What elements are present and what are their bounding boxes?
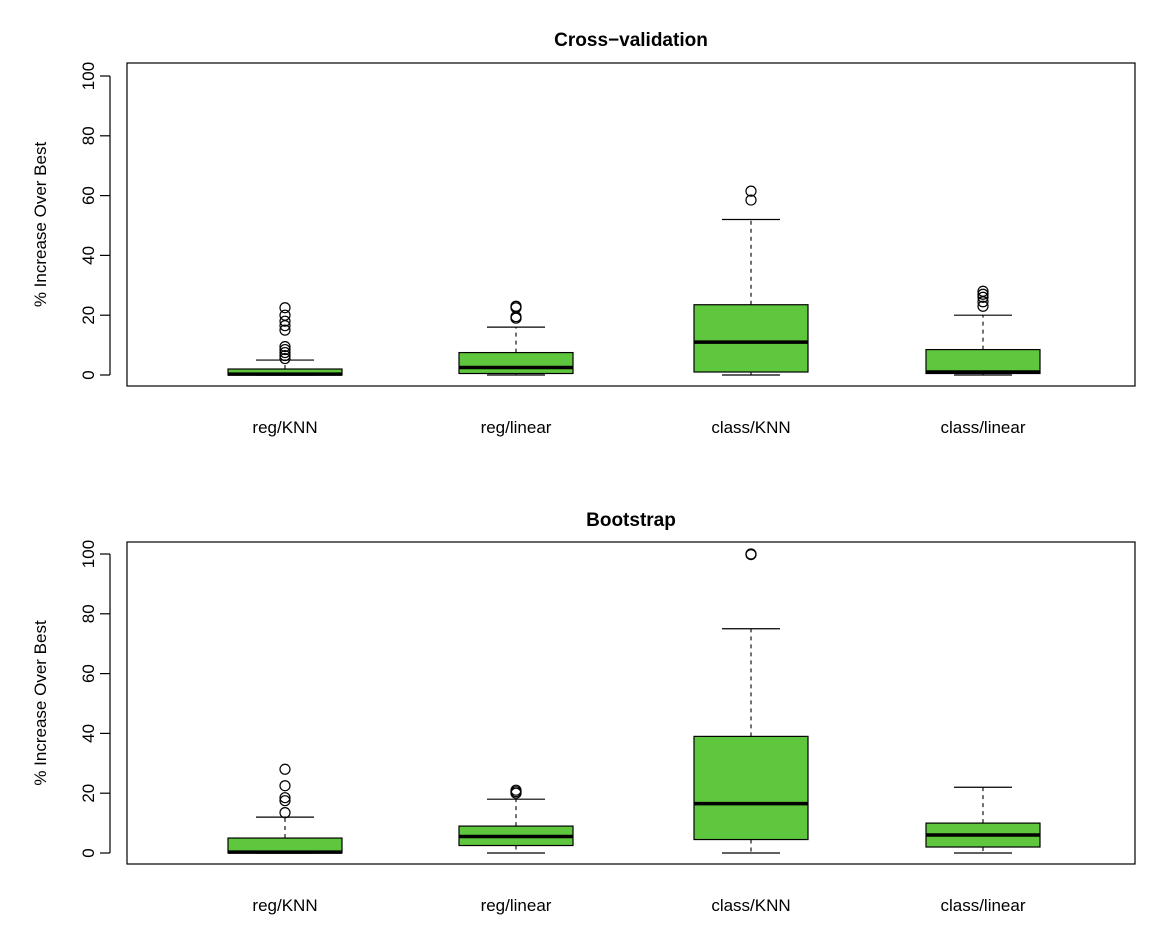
panel-cross-validation: Cross−validation 0 20 40 60 80 100 % Increase O… xyxy=(31,30,1136,437)
box-reg-knn xyxy=(227,302,343,376)
outlier-point xyxy=(745,185,757,197)
iqr-box xyxy=(925,348,1041,375)
chart-title: Bootstrap xyxy=(586,510,676,531)
box-class-knn xyxy=(693,548,809,854)
x-tick-label: reg/KNN xyxy=(252,418,317,437)
y-tick-label: 60 xyxy=(79,664,98,683)
y-tick-label: 20 xyxy=(79,306,98,325)
outlier-point xyxy=(977,288,989,300)
y-tick-label: 40 xyxy=(79,724,98,743)
x-tick-label: class/KNN xyxy=(711,418,790,437)
x-tick-label: class/linear xyxy=(940,418,1025,437)
plot-frame xyxy=(126,541,1136,865)
x-tick-label: reg/linear xyxy=(481,896,552,915)
y-tick-label: 100 xyxy=(79,62,98,90)
outlier-point xyxy=(745,548,757,560)
outlier-point xyxy=(977,285,989,297)
x-tick-label: reg/linear xyxy=(481,418,552,437)
outlier-point xyxy=(279,343,291,356)
outlier-point xyxy=(279,324,291,336)
outlier-point xyxy=(977,300,989,312)
outlier-point xyxy=(279,352,291,365)
x-tick-label: reg/KNN xyxy=(252,896,317,915)
plot-frame xyxy=(126,62,1136,387)
outlier-point xyxy=(510,300,522,312)
outlier-point xyxy=(977,291,989,303)
outlier-point xyxy=(279,795,291,807)
box-reg-linear xyxy=(458,784,574,854)
y-tick-label: 20 xyxy=(79,784,98,803)
outlier-point xyxy=(279,792,291,804)
chart-title: Cross−validation xyxy=(554,30,708,51)
y-tick-label: 80 xyxy=(79,126,98,145)
y-tick-label: 0 xyxy=(79,848,98,857)
panel-bootstrap: Bootstrap 0 20 40 60 80 100 % Increase Over Bes… xyxy=(31,510,1136,915)
iqr-box xyxy=(458,351,574,375)
outlier-point xyxy=(279,349,291,362)
y-tick-label: 60 xyxy=(79,186,98,205)
outlier-point xyxy=(279,807,291,819)
box-reg-linear xyxy=(458,300,574,376)
box-class-knn xyxy=(693,185,809,376)
y-axis-label: % Increase Over Best xyxy=(31,620,50,786)
outlier-point xyxy=(279,346,291,359)
box-reg-knn xyxy=(227,763,343,854)
outlier-point xyxy=(510,784,522,796)
outlier-point xyxy=(279,302,291,314)
iqr-box xyxy=(693,304,809,373)
x-tick-label: class/KNN xyxy=(711,896,790,915)
iqr-box xyxy=(693,735,809,841)
y-axis-label: % Increase Over Best xyxy=(31,142,50,308)
outlier-point xyxy=(279,763,291,775)
box-class-linear xyxy=(925,285,1041,376)
y-tick-label: 80 xyxy=(79,604,98,623)
x-tick-label: class/linear xyxy=(940,896,1025,915)
outlier-point xyxy=(279,309,291,321)
y-tick-label: 0 xyxy=(79,370,98,379)
box-class-linear xyxy=(925,786,1041,854)
outlier-point xyxy=(279,315,291,327)
outlier-point xyxy=(745,194,757,206)
outlier-point xyxy=(279,780,291,792)
y-tick-label: 100 xyxy=(79,540,98,568)
outlier-point xyxy=(279,340,291,353)
y-tick-label: 40 xyxy=(79,246,98,265)
